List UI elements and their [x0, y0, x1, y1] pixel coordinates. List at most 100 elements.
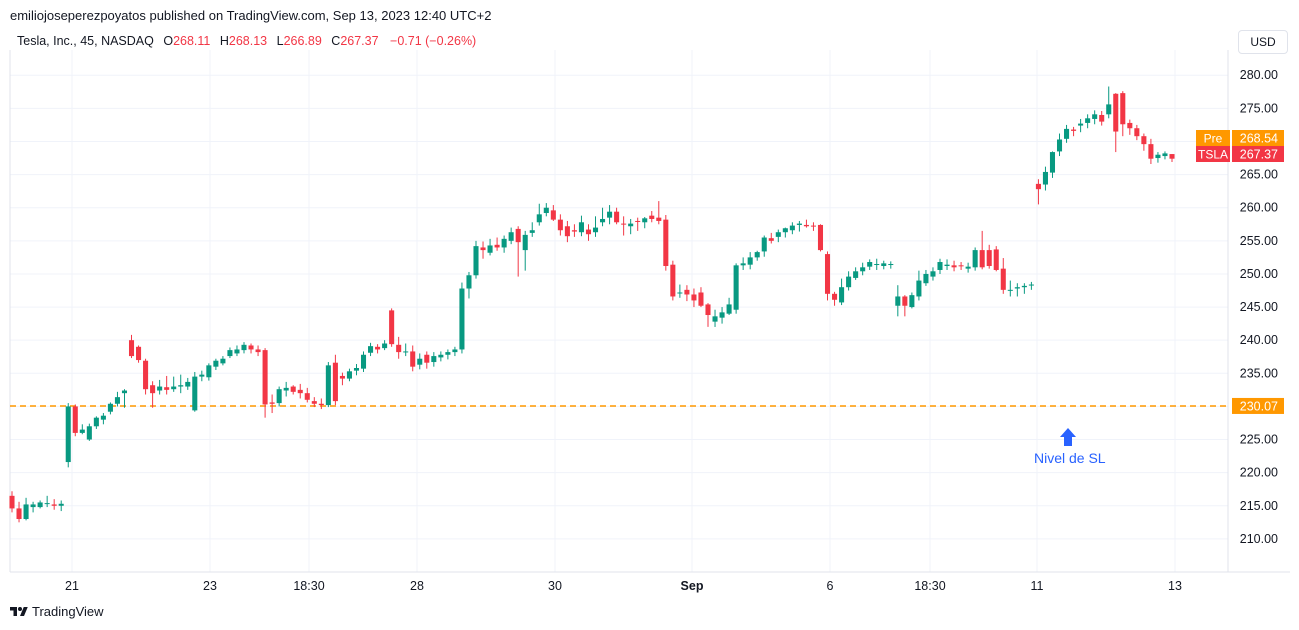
candle-body [382, 343, 388, 349]
footer-brand: TradingView [32, 604, 104, 619]
candle-body [311, 401, 317, 404]
candle-body [213, 360, 219, 367]
candle-body [810, 225, 816, 227]
pre-price-tag-value: 268.54 [1240, 132, 1278, 146]
candle-body [494, 244, 500, 248]
candle-body [909, 295, 915, 308]
sl-price-tag-value-bg [1232, 397, 1284, 414]
candle-body [796, 223, 802, 225]
high-value: 268.13 [228, 34, 268, 48]
candle-body [1035, 183, 1041, 190]
candle-body [30, 504, 36, 508]
open-label: O [163, 34, 174, 48]
candle-body [1106, 104, 1112, 115]
candle-body [339, 375, 345, 379]
candle-body [452, 349, 458, 353]
x-tick-label: 28 [410, 579, 424, 593]
candle-body [817, 224, 824, 251]
candle-body [487, 245, 493, 253]
candle-body [698, 292, 704, 306]
pre-price-tag-value-bg [1232, 130, 1284, 146]
candle-body [515, 228, 521, 243]
candle-body [1148, 144, 1154, 159]
candle-body [733, 265, 739, 310]
candle-body [600, 218, 606, 223]
candle-body [346, 371, 352, 379]
candle-body [853, 271, 859, 278]
last-price-tag-value: 267.37 [1240, 148, 1278, 162]
candle-body [332, 362, 338, 402]
candle-body [522, 234, 528, 251]
candle-body [1141, 136, 1147, 145]
candle-body [529, 230, 535, 233]
candle-body [396, 344, 402, 353]
candle-body [185, 381, 191, 387]
candle-body [972, 250, 978, 268]
candle-body [1071, 129, 1077, 131]
candle-body [1169, 154, 1175, 159]
candle-body [754, 252, 760, 258]
candle-body [1127, 122, 1133, 129]
y-tick-label: 250.00 [1240, 267, 1278, 281]
candle-body [403, 351, 409, 353]
candle-body [248, 345, 254, 350]
candle-body [635, 220, 641, 222]
candle-body [255, 349, 261, 353]
candle-body [874, 264, 880, 266]
candle-body [564, 226, 570, 237]
candle-body [775, 232, 781, 237]
candle-body [93, 417, 99, 427]
x-tick-label: 13 [1168, 579, 1182, 593]
symbol-legend: Tesla, Inc., 45, NASDAQ O268.11 H268.13 … [17, 34, 476, 48]
candle-body [1120, 93, 1126, 125]
x-tick-label: 21 [65, 579, 79, 593]
y-tick-label: 275.00 [1240, 101, 1278, 115]
candle-body [1113, 93, 1119, 132]
symbol-title[interactable]: Tesla, Inc., 45, NASDAQ [17, 34, 154, 48]
x-tick-label: 18:30 [293, 579, 324, 593]
candle-body [150, 385, 156, 394]
candle-body [51, 504, 57, 506]
candle-body [227, 350, 233, 357]
candle-body [916, 280, 922, 297]
candle-body [325, 365, 331, 406]
candle-body [114, 397, 120, 404]
x-tick-label: 30 [548, 579, 562, 593]
x-tick-label: 23 [203, 579, 217, 593]
candle-body [860, 267, 866, 272]
candle-body [824, 254, 831, 294]
candle-body [1134, 128, 1140, 137]
candle-body [951, 265, 957, 268]
pre-price-tag-label-bg [1196, 130, 1230, 146]
candle-body [157, 386, 163, 391]
tradingview-logo-icon [10, 606, 28, 616]
sl-arrow-icon [1060, 428, 1076, 446]
y-tick-label: 255.00 [1240, 234, 1278, 248]
last-price-tag-value-bg [1232, 146, 1284, 162]
y-tick-label: 220.00 [1240, 466, 1278, 480]
sl-price-tag-value: 230.07 [1240, 399, 1278, 413]
candle-body [44, 503, 50, 505]
candle-body [839, 287, 845, 303]
candle-body [719, 312, 725, 318]
candle-body [712, 316, 718, 322]
y-tick-label: 240.00 [1240, 333, 1278, 347]
candle-body [86, 426, 92, 440]
last-price-tag-label: TSLA [1198, 148, 1228, 162]
change-value: −0.71 (−0.26%) [390, 34, 477, 48]
candle-body [9, 495, 15, 509]
candle-body [705, 304, 711, 316]
candle-body [621, 223, 627, 225]
candle-body [128, 340, 135, 357]
candle-body [543, 207, 549, 214]
candle-body [571, 230, 577, 232]
candle-body [1049, 152, 1056, 173]
currency-button[interactable]: USD [1238, 30, 1288, 54]
candle-body [1064, 128, 1070, 139]
candle-body [832, 293, 838, 300]
candle-body [1014, 287, 1020, 289]
candle-body [536, 214, 542, 223]
candle-body [417, 358, 423, 365]
tradingview-footer[interactable]: TradingView [10, 604, 104, 619]
